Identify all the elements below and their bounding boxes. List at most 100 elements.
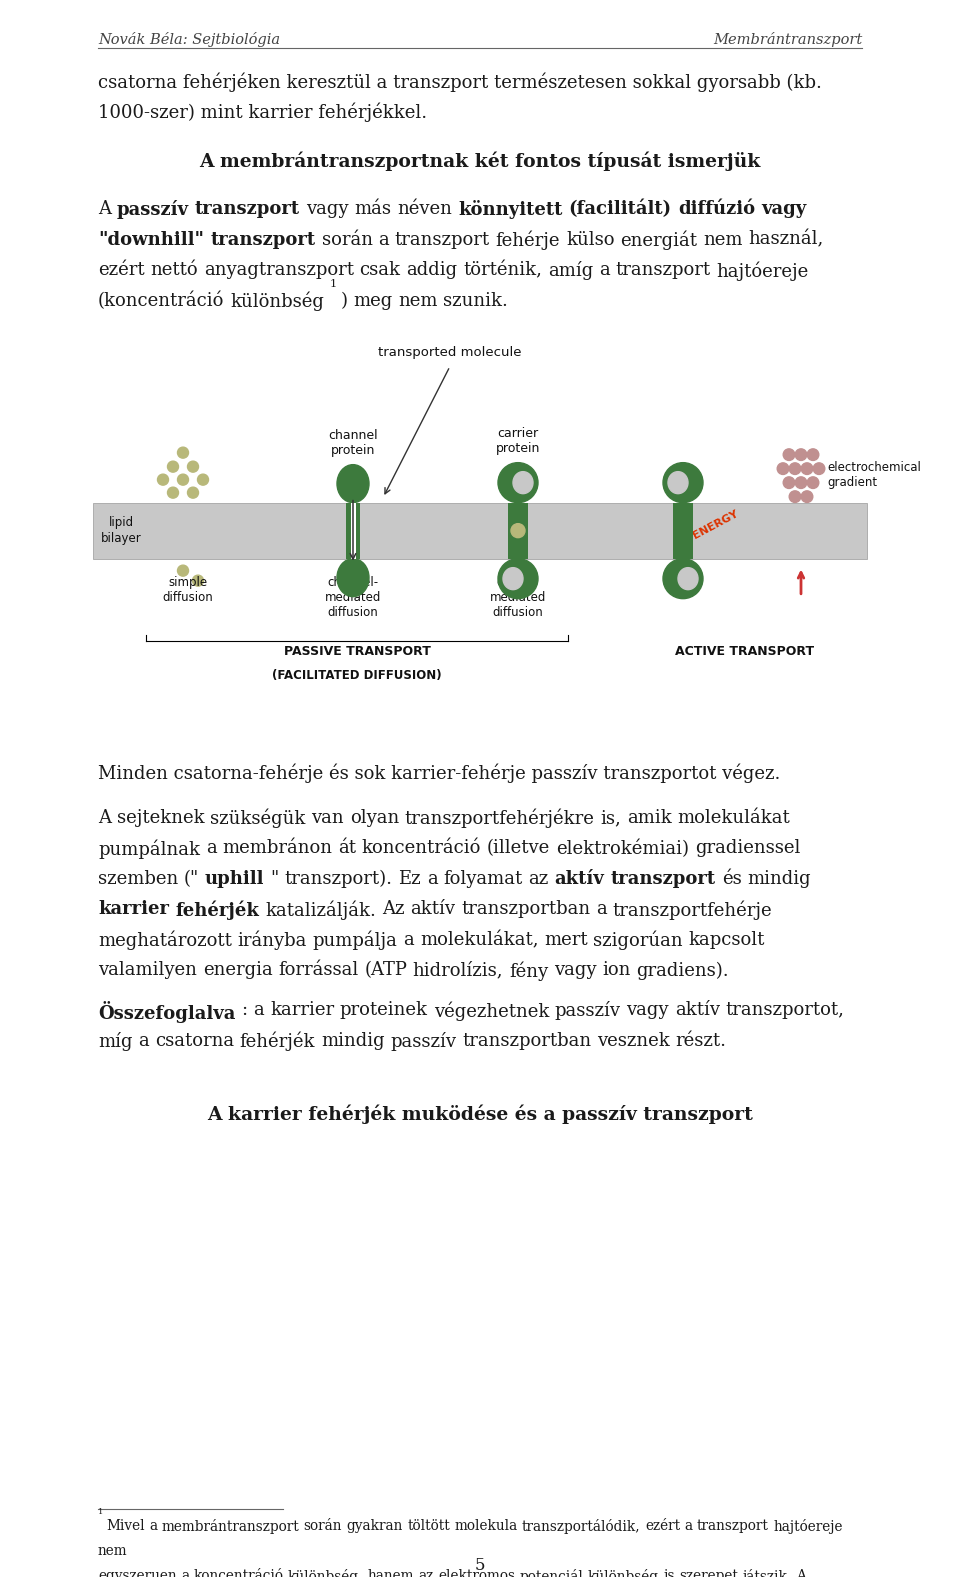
- Ellipse shape: [498, 558, 538, 599]
- Circle shape: [802, 464, 813, 475]
- Circle shape: [187, 487, 199, 498]
- Text: mert: mert: [544, 930, 588, 949]
- Text: ): ): [341, 292, 348, 309]
- Text: transzportban: transzportban: [461, 900, 590, 918]
- Text: könnyitett: könnyitett: [458, 200, 563, 219]
- Text: transzportot,: transzportot,: [726, 1001, 845, 1019]
- Text: transzport: transzport: [195, 200, 300, 218]
- Text: külso: külso: [566, 230, 614, 249]
- Text: részt.: részt.: [676, 1031, 727, 1050]
- Text: A membrántranszportnak két fontos típusát ismerjük: A membrántranszportnak két fontos típusá…: [200, 151, 760, 170]
- Circle shape: [789, 464, 801, 475]
- Circle shape: [178, 565, 188, 576]
- Text: molekula: molekula: [454, 1519, 517, 1533]
- Text: vagy: vagy: [554, 962, 596, 979]
- Text: olyan: olyan: [349, 809, 398, 826]
- Text: történik,: történik,: [463, 262, 542, 279]
- Text: a: a: [205, 839, 217, 858]
- Text: gyakran: gyakran: [347, 1519, 403, 1533]
- Text: a: a: [599, 262, 610, 279]
- Text: transzport: transzport: [615, 262, 710, 279]
- Text: a: a: [138, 1031, 149, 1050]
- Text: nem: nem: [703, 230, 742, 249]
- Text: passzív: passzív: [117, 200, 189, 219]
- Ellipse shape: [678, 568, 698, 590]
- Circle shape: [157, 475, 169, 486]
- Text: a: a: [403, 930, 414, 949]
- Text: csatorna: csatorna: [155, 1031, 234, 1050]
- Text: aktív: aktív: [410, 900, 455, 918]
- Text: elektromos: elektromos: [438, 1569, 516, 1577]
- Text: transzport).: transzport).: [285, 871, 393, 888]
- Circle shape: [783, 449, 795, 460]
- Text: a: a: [596, 900, 607, 918]
- Circle shape: [167, 460, 179, 472]
- Text: folyamat: folyamat: [444, 871, 522, 888]
- Ellipse shape: [668, 472, 688, 494]
- Text: mindig: mindig: [747, 871, 811, 888]
- Text: gradiens).: gradiens).: [636, 962, 729, 979]
- Circle shape: [778, 464, 789, 475]
- Bar: [93, 503, 867, 558]
- Text: meg: meg: [353, 292, 393, 309]
- Text: carrier
protein: carrier protein: [495, 427, 540, 454]
- Circle shape: [178, 475, 188, 486]
- Text: különbség: különbség: [588, 1569, 659, 1577]
- Text: karrier: karrier: [98, 900, 169, 918]
- Text: a: a: [684, 1519, 692, 1533]
- Text: molekulákat: molekulákat: [677, 809, 790, 826]
- Circle shape: [187, 460, 199, 472]
- Text: gradienssel: gradienssel: [695, 839, 800, 858]
- Text: 1000-szer) mint karrier fehérjékkel.: 1000-szer) mint karrier fehérjékkel.: [98, 103, 427, 121]
- Text: vagy: vagy: [627, 1001, 669, 1019]
- Text: ezért: ezért: [98, 262, 145, 279]
- Text: 5: 5: [475, 1556, 485, 1574]
- Ellipse shape: [503, 568, 523, 590]
- Text: hidrolízis,: hidrolízis,: [413, 962, 503, 979]
- Text: és: és: [722, 871, 741, 888]
- Text: néven: néven: [397, 200, 452, 218]
- Text: channel-
mediated
diffusion: channel- mediated diffusion: [324, 576, 381, 618]
- Text: ion: ion: [602, 962, 631, 979]
- Text: szerepet: szerepet: [679, 1569, 738, 1577]
- Text: míg: míg: [98, 1031, 132, 1050]
- Text: során: során: [303, 1519, 342, 1533]
- Text: végezhetnek: végezhetnek: [434, 1001, 549, 1020]
- Text: különbség,: különbség,: [288, 1569, 363, 1577]
- Text: elektrokémiai): elektrokémiai): [556, 839, 689, 858]
- Text: különbség: különbség: [230, 292, 324, 311]
- Text: A: A: [796, 1569, 805, 1577]
- Text: "downhill": "downhill": [98, 230, 204, 249]
- Text: hajtóereje: hajtóereje: [716, 262, 808, 281]
- Text: Minden csatorna-fehérje és sok karrier-fehérje passzív transzportot végez.: Minden csatorna-fehérje és sok karrier-f…: [98, 763, 780, 782]
- Text: forrással: forrással: [278, 962, 358, 979]
- Ellipse shape: [513, 472, 533, 494]
- Text: energiát: energiát: [620, 230, 697, 251]
- Text: membrántranszport: membrántranszport: [161, 1519, 300, 1534]
- Text: vesznek: vesznek: [597, 1031, 670, 1050]
- Text: transzportálódik,: transzportálódik,: [522, 1519, 640, 1534]
- Text: egyszeruen: egyszeruen: [98, 1569, 177, 1577]
- Ellipse shape: [337, 465, 369, 503]
- Text: fehérje: fehérje: [495, 230, 561, 251]
- Text: irányba: irányba: [238, 930, 307, 951]
- Text: transzport: transzport: [697, 1519, 769, 1533]
- Text: sejteknek: sejteknek: [117, 809, 204, 826]
- Text: proteinek: proteinek: [340, 1001, 428, 1019]
- Text: is,: is,: [600, 809, 621, 826]
- Text: az: az: [528, 871, 548, 888]
- Text: :: :: [242, 1001, 248, 1019]
- Circle shape: [511, 524, 525, 538]
- Circle shape: [178, 448, 188, 459]
- Circle shape: [167, 487, 179, 498]
- Text: nem: nem: [398, 292, 438, 309]
- Text: 1: 1: [98, 1509, 104, 1517]
- Text: simple
diffusion: simple diffusion: [162, 576, 213, 604]
- Text: mindig: mindig: [321, 1031, 385, 1050]
- Text: valamilyen: valamilyen: [98, 962, 197, 979]
- Circle shape: [813, 464, 825, 475]
- Text: potenciál: potenciál: [519, 1569, 584, 1577]
- Text: transzport: transzport: [210, 230, 316, 249]
- Text: transzportban: transzportban: [462, 1031, 591, 1050]
- Text: szemben: szemben: [98, 871, 179, 888]
